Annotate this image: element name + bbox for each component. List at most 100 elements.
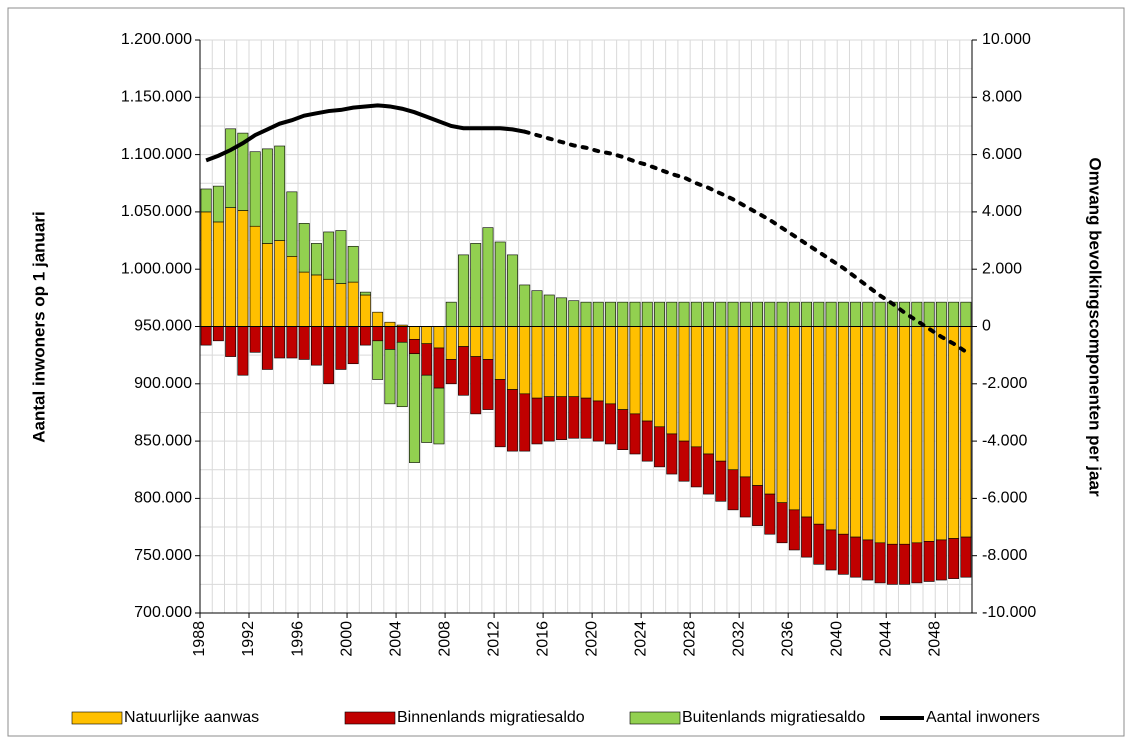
legend-label: Binnenlands migratiesaldo <box>397 709 585 726</box>
y-tick-label: 950.000 <box>134 318 192 335</box>
bar <box>654 426 665 468</box>
y-tick-label: 1.150.000 <box>121 89 192 106</box>
bar <box>298 223 310 273</box>
bar <box>225 128 237 208</box>
y-tick-label: 700.000 <box>134 604 192 621</box>
y-tick-label: 800.000 <box>134 490 192 507</box>
bar <box>556 326 567 397</box>
bar <box>605 326 616 405</box>
bar <box>494 379 506 448</box>
bar <box>360 294 371 327</box>
bar <box>335 230 347 284</box>
bar <box>752 326 763 486</box>
bar <box>764 493 776 535</box>
bar <box>788 509 800 551</box>
bar <box>200 211 212 327</box>
bar <box>605 403 616 445</box>
bar <box>531 397 543 445</box>
bar <box>237 210 249 327</box>
bar <box>421 374 433 443</box>
y-tick-label: 1.100.000 <box>121 146 192 163</box>
bar <box>948 301 960 327</box>
bar <box>507 254 518 327</box>
bar <box>678 440 690 482</box>
bar <box>543 326 555 397</box>
x-tick-label: 1992 <box>240 621 257 657</box>
bar <box>286 256 298 327</box>
bar <box>629 326 641 415</box>
x-tick-label: 2000 <box>338 621 355 657</box>
bar <box>212 221 224 327</box>
line-projection <box>522 129 968 354</box>
y-tick-label: 750.000 <box>134 547 192 564</box>
bar <box>519 284 531 327</box>
bar <box>409 326 420 340</box>
bar <box>617 326 629 410</box>
bar <box>225 326 237 357</box>
bar <box>886 543 898 585</box>
axes: 700.000 750.000 800.000 850.000 900.000 950.0… <box>121 31 1037 656</box>
x-tick-label: 2040 <box>828 621 845 657</box>
bar <box>372 311 384 327</box>
bar <box>519 326 531 395</box>
bar <box>360 291 371 296</box>
x-tick-label: 1996 <box>289 621 306 657</box>
bar <box>641 326 653 422</box>
y-tick-label: 850.000 <box>134 432 192 449</box>
bar <box>788 301 800 327</box>
bar <box>396 326 408 343</box>
y2-tick-label: -4.000 <box>982 432 1027 449</box>
bar <box>666 433 678 475</box>
bar <box>323 326 335 385</box>
bar <box>629 413 641 455</box>
y2-tick-label: 6.000 <box>982 146 1022 163</box>
bar <box>862 326 874 541</box>
y2-tick-label: 2.000 <box>982 260 1022 277</box>
bar <box>323 278 335 327</box>
bar <box>666 301 678 327</box>
bar <box>347 281 359 327</box>
legend-swatch <box>71 711 123 725</box>
bar <box>703 326 714 455</box>
bar <box>433 387 445 445</box>
bar <box>347 245 359 283</box>
bar <box>850 536 862 578</box>
bars <box>200 128 972 585</box>
bar <box>409 353 420 463</box>
bar <box>421 326 433 344</box>
bar <box>813 326 825 525</box>
x-tick-label: 2016 <box>534 621 551 657</box>
bar <box>310 243 322 276</box>
bar <box>458 346 469 396</box>
bar <box>874 326 886 544</box>
bar <box>384 349 396 405</box>
bar <box>715 460 727 502</box>
bar <box>727 469 739 511</box>
bar <box>617 409 629 450</box>
bar <box>911 326 923 544</box>
bar <box>396 341 408 408</box>
bar <box>507 326 518 390</box>
bar <box>543 294 555 327</box>
bar <box>678 326 690 442</box>
bar <box>568 326 580 397</box>
bar <box>690 326 702 448</box>
bar <box>580 397 592 439</box>
bar <box>249 326 261 353</box>
x-tick-label: 2032 <box>730 621 747 657</box>
bar <box>764 326 776 495</box>
bar <box>225 207 237 327</box>
x-tick-label: 2044 <box>877 621 894 657</box>
bar <box>543 396 555 442</box>
bar <box>923 301 935 327</box>
bar <box>874 542 886 584</box>
bar <box>654 301 665 327</box>
bar <box>531 326 543 399</box>
y2-tick-label: -8.000 <box>982 547 1027 564</box>
bar <box>200 326 212 346</box>
y2-tick-label: 10.000 <box>982 31 1031 48</box>
bar <box>458 326 469 347</box>
bar <box>801 301 812 327</box>
legend-label: Buitenlands migratiesaldo <box>682 709 865 726</box>
